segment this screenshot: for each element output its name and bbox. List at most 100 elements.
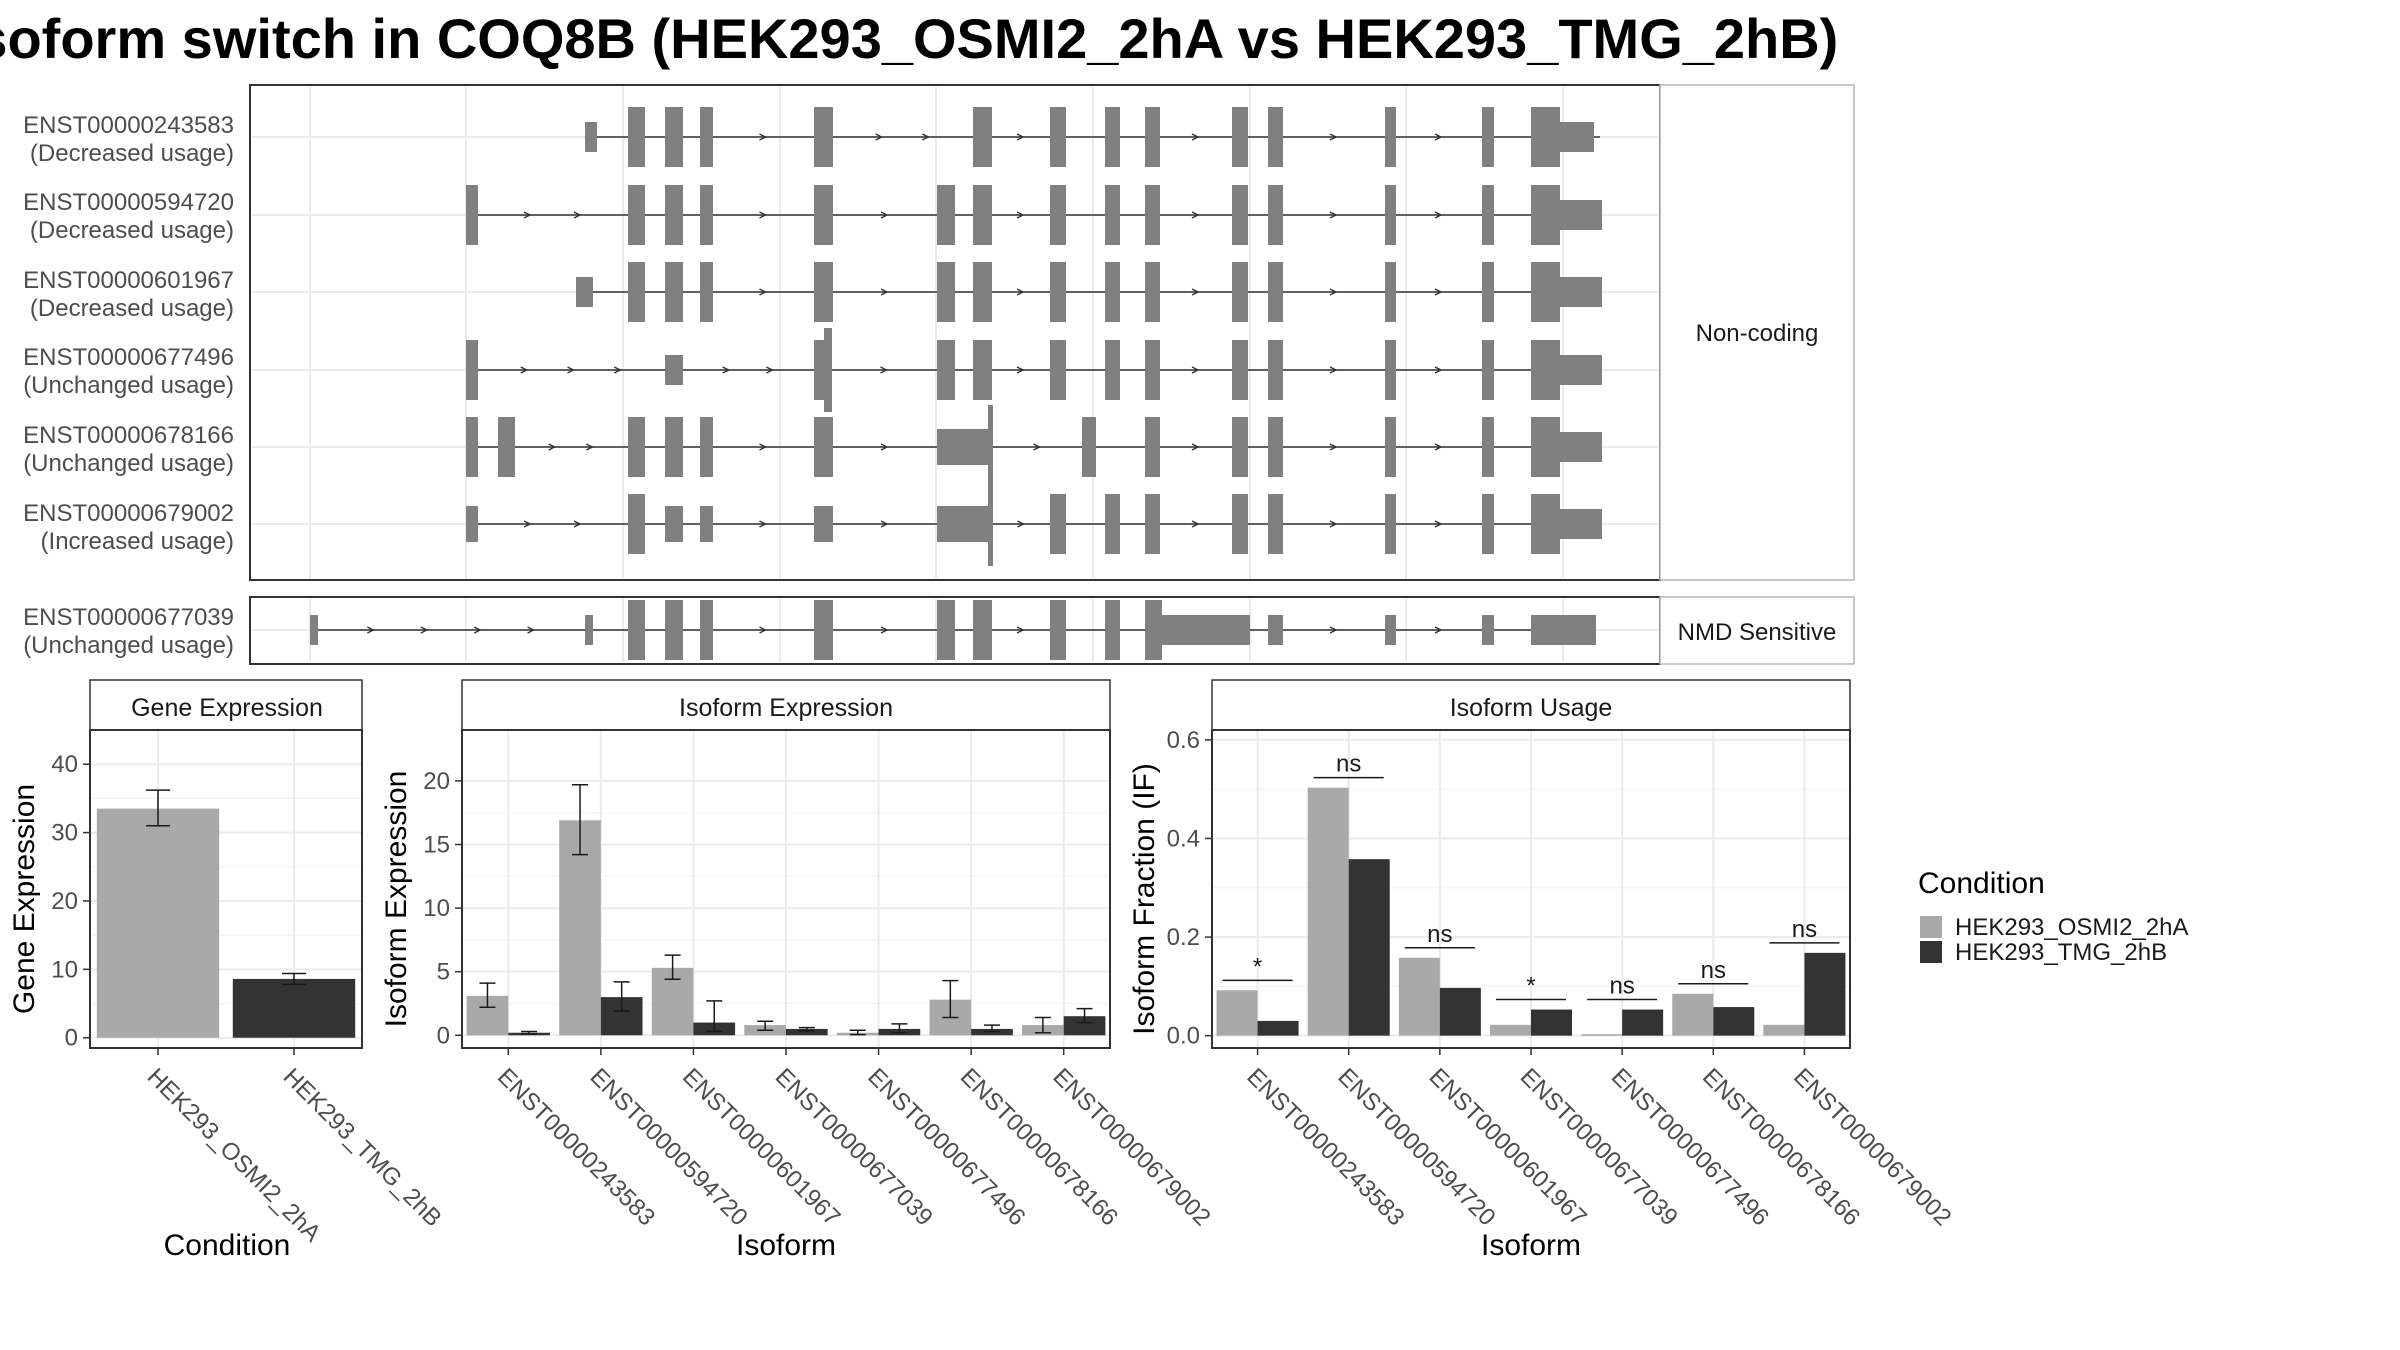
significance-label: * — [1526, 973, 1535, 1000]
chart-panel: Isoform Usage * ns ns * ns ns ns 0.0 0.2 0.4 0.6 ENS… — [1128, 679, 1956, 1262]
exon-block — [700, 107, 713, 167]
structure-strip-nmd — [1659, 596, 1855, 665]
y-tick-label: 10 — [423, 895, 450, 922]
intron-direction-arrow — [1329, 366, 1338, 374]
y-tick-label: 0.6 — [1167, 727, 1200, 754]
exon-block — [1232, 494, 1248, 554]
significance-label: ns — [1609, 973, 1634, 1000]
exon-block — [585, 122, 597, 152]
exon-block — [466, 417, 478, 477]
intron-direction-arrow — [880, 626, 889, 634]
exon-block — [1145, 417, 1160, 477]
exon-block — [1232, 262, 1248, 322]
significance-label: ns — [1427, 921, 1452, 948]
intron-direction-arrow — [1016, 133, 1025, 141]
x-tick-label: ENST00000677039 — [1515, 1063, 1683, 1231]
exon-block — [1268, 417, 1283, 477]
intron-direction-arrow — [586, 443, 594, 451]
exon-block — [1531, 494, 1560, 554]
intron-direction-arrow — [1016, 288, 1025, 296]
exon-block — [937, 262, 955, 322]
exon-block — [1560, 432, 1602, 462]
bar — [1763, 1024, 1805, 1036]
exon-block — [1385, 185, 1396, 245]
x-axis-title: Condition — [164, 1229, 291, 1262]
exon-block — [973, 262, 992, 322]
exon-block — [814, 107, 833, 167]
exon-block — [628, 494, 645, 554]
transcript-status-label: (Unchanged usage) — [23, 450, 234, 477]
bar — [1489, 1024, 1531, 1036]
x-tick-label: ENST00000594720 — [1332, 1063, 1500, 1231]
intron-direction-arrow — [1329, 443, 1338, 451]
bar — [786, 1028, 828, 1036]
exon-block — [576, 277, 593, 307]
structure-group-label-nmd: NMD Sensitive — [1678, 619, 1837, 646]
exon-block — [814, 506, 833, 542]
x-tick-label: ENST00000243583 — [492, 1063, 660, 1231]
exon-block — [973, 600, 992, 660]
transcript-row — [466, 185, 1602, 245]
exon-block — [665, 600, 683, 660]
bar — [559, 820, 601, 1036]
intron-direction-arrow — [1329, 288, 1338, 296]
intron-direction-arrow — [880, 211, 889, 219]
panel-strip — [1211, 679, 1851, 731]
intron-direction-arrow — [573, 520, 582, 528]
exon-block — [1482, 262, 1494, 322]
intron-direction-arrow — [759, 626, 768, 634]
intron-direction-arrow — [1434, 288, 1443, 296]
intron-direction-arrow — [1191, 211, 1200, 219]
exon-block — [1268, 340, 1283, 400]
exon-block — [665, 107, 683, 167]
intron-direction-arrow — [1434, 366, 1443, 374]
transcript-id-label: ENST00000601967 — [23, 267, 234, 294]
intron-direction-arrow — [1191, 288, 1200, 296]
exon-block — [1082, 417, 1096, 477]
exon-block — [1482, 494, 1494, 554]
y-tick-label: 0.0 — [1167, 1023, 1200, 1050]
exon-block — [1531, 340, 1560, 400]
exon-block — [1050, 340, 1066, 400]
intron-direction-arrow — [567, 366, 576, 374]
exon-block — [628, 262, 645, 322]
transcript-row — [576, 262, 1602, 322]
significance-label: ns — [1792, 916, 1817, 943]
transcript-structure-plot: Non-coding NMD Sensitive ENST00000243583… — [23, 84, 1855, 665]
x-tick-label: ENST00000677496 — [1606, 1063, 1774, 1231]
exon-block — [1105, 262, 1120, 322]
transcript-row — [466, 328, 1602, 412]
intron-direction-arrow — [1329, 211, 1338, 219]
exon-block — [1531, 262, 1560, 322]
exon-block — [1385, 494, 1396, 554]
intron-direction-arrow — [1434, 133, 1443, 141]
transcript-status-label: (Unchanged usage) — [23, 632, 234, 659]
exon-block — [1531, 615, 1596, 645]
transcript-id-label: ENST00000678166 — [23, 422, 234, 449]
bar — [1398, 957, 1440, 1036]
intron-direction-arrow — [880, 288, 889, 296]
exon-block — [1385, 615, 1396, 645]
exon-block — [814, 600, 833, 660]
x-tick-label: ENST00000677496 — [862, 1063, 1030, 1231]
intron-direction-arrow — [1017, 520, 1026, 528]
significance-label: ns — [1701, 957, 1726, 984]
intron-direction-arrow — [1329, 626, 1338, 634]
transcript-row — [310, 600, 1596, 660]
intron-direction-arrow — [1191, 443, 1200, 451]
intron-direction-arrow — [1033, 443, 1042, 451]
exon-block — [1268, 107, 1283, 167]
x-tick-label: ENST00000677039 — [770, 1063, 938, 1231]
exon-block — [988, 482, 993, 566]
bar — [1348, 859, 1390, 1036]
exon-block — [466, 185, 478, 245]
exon-block — [628, 107, 645, 167]
intron-direction-arrow — [473, 626, 482, 634]
significance-label: * — [1253, 953, 1262, 980]
exon-block — [700, 506, 713, 542]
exon-block — [973, 185, 992, 245]
x-tick-label: ENST00000679002 — [1047, 1063, 1215, 1231]
intron-direction-arrow — [759, 520, 768, 528]
intron-direction-arrow — [1329, 133, 1338, 141]
chart-panel: Isoform Expression 0 5 10 15 20 ENST0000024358… — [380, 679, 1216, 1262]
